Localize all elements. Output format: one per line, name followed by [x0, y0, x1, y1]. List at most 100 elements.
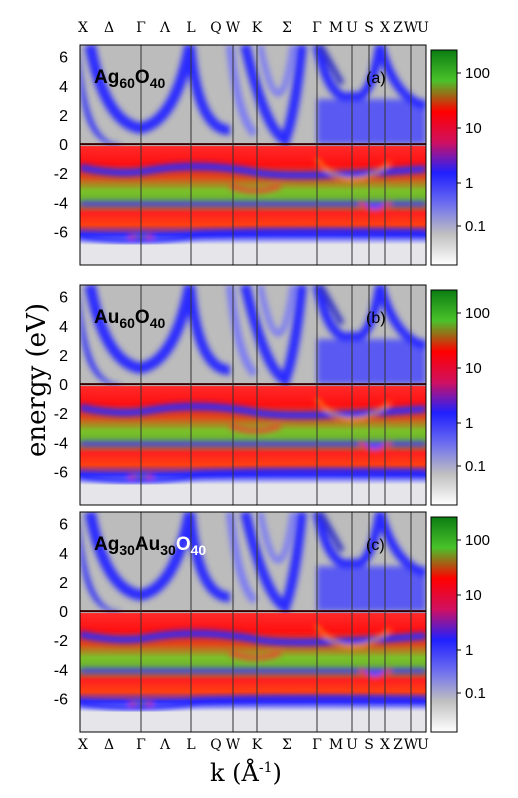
composition-subscript: 30 — [119, 542, 135, 558]
kpoint-labels-top: X Δ Γ Λ L Q W K Σ Γ M U S X Z WU — [78, 20, 429, 36]
composition-element: O — [176, 534, 191, 555]
colorbar — [430, 49, 458, 266]
composition-element: Au — [135, 534, 160, 555]
y-tick-label: -4 — [54, 195, 68, 212]
plot-frame — [79, 511, 427, 733]
composition-label: Ag30Au30O40 — [94, 534, 206, 558]
kpoint-label-bottom: S — [364, 737, 374, 753]
y-tick-label: -6 — [54, 224, 68, 241]
below-band-region — [80, 484, 426, 505]
composition-subscript: 60 — [119, 75, 135, 91]
kpoint-label-top: W — [404, 20, 419, 36]
colorbar-tick-label: 1 — [465, 175, 473, 192]
kpoint-label-bottom: K — [252, 737, 263, 753]
kpoint-label-top: X — [380, 20, 390, 36]
below-band-region — [80, 711, 426, 732]
y-tick-label: 4 — [59, 546, 68, 563]
colorbar-tick-label: 100 — [465, 532, 490, 549]
y-tick-label: -2 — [54, 633, 68, 650]
kpoint-label-bottom: Z — [393, 737, 403, 753]
kpoint-label-top: Z — [393, 20, 403, 36]
kpoint-label-bottom: L — [186, 737, 195, 753]
conduction-features — [80, 45, 426, 148]
kpoint-label-bottom: X — [380, 737, 390, 753]
composition-element: O — [135, 67, 150, 88]
composition-subscript: 40 — [150, 75, 166, 91]
kpoint-labels-bottom: X Δ Γ Λ L Q W K Σ Γ M U S X Z WU — [78, 737, 429, 753]
kpoint-label-top: Q — [210, 20, 221, 36]
colorbar-tick-label: 0.1 — [465, 218, 486, 235]
x-axis-title-main: k (Å — [210, 758, 260, 787]
y-tick-label: 4 — [59, 79, 68, 96]
composition-element: Ag — [94, 67, 119, 88]
panel-a: 6 4 2 0 -2 -4 -6 Ag60O40 (a) 100 10 1 0.1 — [54, 44, 490, 266]
y-tick-label: 2 — [59, 348, 68, 365]
x-axis-title-exp: -1 — [259, 760, 273, 776]
composition-subscript: 40 — [191, 542, 207, 558]
x-axis-title-close: ) — [273, 759, 282, 787]
kpoint-label-bottom: M — [329, 737, 343, 753]
composition-subscript: 30 — [160, 542, 176, 558]
heatmap-area — [80, 285, 426, 505]
composition-element: O — [135, 307, 150, 328]
valence-region — [80, 146, 426, 245]
y-tick-label: 0 — [59, 377, 68, 394]
colorbar-tick-label: 10 — [465, 587, 482, 604]
kpoint-label-bottom: Σ — [282, 737, 292, 753]
kpoint-label-top: K — [252, 20, 263, 36]
colorbar-tick-label: 0.1 — [465, 685, 486, 702]
kpoint-label-bottom: Γ — [136, 737, 146, 753]
kpoint-label-top: X — [78, 20, 88, 36]
y-tick-label: 0 — [59, 137, 68, 154]
panel-b: 6 4 2 0 -2 -4 -6 Au60O40 (b) 100 10 1 0.1 — [54, 284, 490, 506]
kpoint-label-top: S — [364, 20, 374, 36]
heatmap-area — [80, 45, 426, 265]
composition-label: Ag60O40 — [94, 67, 165, 91]
y-tick-label: -6 — [54, 691, 68, 708]
kpoint-label-top: Σ — [282, 20, 292, 36]
y-tick-label: 0 — [59, 604, 68, 621]
heatmap-area — [80, 512, 426, 732]
kpoint-label-bottom: Λ — [159, 737, 171, 753]
plot-frame — [79, 44, 427, 266]
composition-subscript: 60 — [119, 315, 135, 331]
kpoint-label-top: U — [417, 20, 429, 36]
kpoint-label-bottom: U — [417, 737, 429, 753]
colorbar — [430, 289, 458, 506]
composition-element: Ag — [94, 534, 119, 555]
panel-tag: (c) — [366, 537, 385, 554]
y-tick-label: 4 — [59, 319, 68, 336]
valence-region — [80, 386, 426, 485]
y-tick-label: -2 — [54, 166, 68, 183]
valence-region — [80, 613, 426, 712]
plot-frame — [79, 284, 427, 506]
composition-label: Au60O40 — [94, 307, 165, 331]
kpoint-label-top: Δ — [104, 20, 114, 36]
colorbar-tick-label: 100 — [465, 305, 490, 322]
kpoint-label-top: W — [226, 20, 241, 36]
colorbar-tick-label: 10 — [465, 360, 482, 377]
kpoint-label-bottom: Δ — [104, 737, 114, 753]
kpoint-label-top: Γ — [136, 20, 146, 36]
y-tick-label: -6 — [54, 464, 68, 481]
y-tick-label: -4 — [54, 435, 68, 452]
colorbar-tick-label: 100 — [465, 65, 490, 82]
panel-tag: (a) — [366, 70, 386, 87]
y-tick-label: 6 — [59, 517, 68, 534]
kpoint-label-top: Γ — [312, 20, 322, 36]
y-tick-label: -4 — [54, 662, 68, 679]
colorbar-tick-label: 0.1 — [465, 458, 486, 475]
composition-element: Au — [94, 307, 119, 328]
y-tick-label: 2 — [59, 108, 68, 125]
y-tick-label: -2 — [54, 406, 68, 423]
colorbar-tick-label: 1 — [465, 642, 473, 659]
kpoint-label-bottom: Γ — [312, 737, 322, 753]
kpoint-label-bottom: X — [78, 737, 88, 753]
panel-tag: (b) — [366, 310, 386, 327]
y-tick-label: 6 — [59, 50, 68, 67]
kpoint-label-bottom: U — [346, 737, 358, 753]
colorbar — [430, 516, 458, 733]
